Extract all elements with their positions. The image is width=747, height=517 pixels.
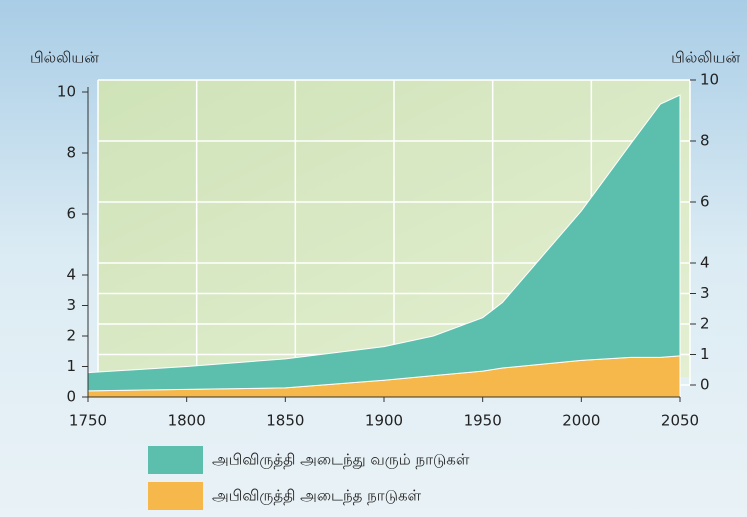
y-tick-label: 4 <box>66 266 76 284</box>
y-tick-label: 3 <box>66 296 76 314</box>
y2-tick-label: 6 <box>700 193 710 211</box>
y2-tick-label: 3 <box>700 284 710 302</box>
x-tick-label: 2000 <box>562 412 600 430</box>
legend-label: அபிவிருத்தி அடைந்த நாடுகள் <box>212 487 422 505</box>
y2-tick-label: 10 <box>700 71 719 89</box>
x-tick-label: 2050 <box>661 412 699 430</box>
y2-tick-label: 4 <box>700 254 710 272</box>
legend-swatch <box>148 482 203 510</box>
y2-tick-label: 2 <box>700 315 710 333</box>
y2-tick-label: 8 <box>700 132 710 150</box>
y-tick-label: 8 <box>66 144 76 162</box>
y-tick-label: 10 <box>57 83 76 101</box>
y-tick-label: 6 <box>66 205 76 223</box>
y-axis-label: பில்லியன் <box>30 49 99 67</box>
x-tick-label: 1750 <box>69 412 107 430</box>
y-tick-label: 1 <box>66 357 76 375</box>
y-tick-label: 2 <box>66 327 76 345</box>
y2-tick-label: 1 <box>700 345 710 363</box>
x-tick-label: 1800 <box>168 412 206 430</box>
area <box>87 94 681 392</box>
y-axis-label-right: பில்லியன் <box>671 49 740 67</box>
x-tick-label: 1950 <box>464 412 502 430</box>
x-tick-label: 1850 <box>266 412 304 430</box>
legend-swatch <box>148 446 203 474</box>
y-tick-label: 0 <box>66 388 76 406</box>
legend-label: அபிவிருத்தி அடைந்து வரும் நாடுகள் <box>212 451 470 469</box>
y2-tick-label: 0 <box>700 376 710 394</box>
x-tick-label: 1900 <box>365 412 403 430</box>
